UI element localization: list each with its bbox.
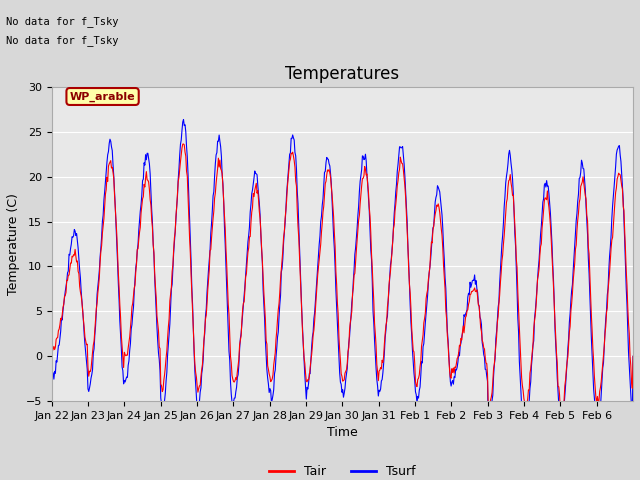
Tair [252,180,260,186]
Tsurf [116,318,124,324]
Title: Temperatures: Temperatures [285,64,399,83]
Tsurf [484,427,492,433]
Tair [486,408,493,413]
Tsurf [436,189,444,195]
Tair [116,302,124,308]
Tsurf [275,329,282,335]
X-axis label: Time: Time [327,426,358,440]
Line: Tsurf: Tsurf [52,120,633,430]
Tsurf [252,171,260,177]
Tsurf [180,117,188,122]
Tsurf [223,307,231,313]
Text: WP_arable: WP_arable [70,91,136,102]
Tair [629,353,637,359]
Tair [48,345,56,351]
Y-axis label: Temperature (C): Temperature (C) [7,193,20,295]
Legend: Tair, Tsurf: Tair, Tsurf [264,460,420,480]
Line: Tair: Tair [52,144,633,410]
Tair [436,210,444,216]
Text: No data for f_Tsky: No data for f_Tsky [6,35,119,46]
Tair [275,307,282,313]
Tsurf [403,218,411,224]
Tsurf [48,369,56,375]
Tair [180,141,188,147]
Tsurf [629,353,637,359]
Tair [223,281,231,287]
Tair [403,228,411,233]
Text: No data for f_Tsky: No data for f_Tsky [6,16,119,27]
